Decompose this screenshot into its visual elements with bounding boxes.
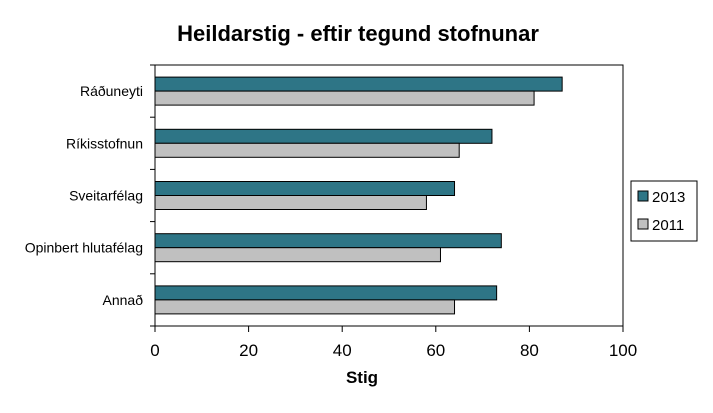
legend-swatch-2011 <box>637 218 649 230</box>
x-tick-label: 100 <box>609 341 637 360</box>
axes-group: Ráðuneyti Ríkisstofnun Sveitarfélag Opinber… <box>25 64 637 360</box>
legend-label-2013: 2013 <box>652 189 685 206</box>
chart-title: Heildarstig - eftir tegund stofnunar <box>177 21 539 46</box>
bar-2013-4 <box>154 285 498 301</box>
bars-group <box>154 76 563 315</box>
category-label: Ráðuneyti <box>80 83 143 99</box>
bar-2011-2 <box>154 195 427 210</box>
x-tick-label: 60 <box>426 341 445 360</box>
category-label: Opinbert hlutafélag <box>25 240 143 256</box>
category-label: Annað <box>103 292 144 308</box>
bar-2013-3 <box>154 233 502 249</box>
bar-2011-4 <box>154 299 456 315</box>
x-tick-label: 40 <box>333 341 352 360</box>
bar-2013-1 <box>154 128 493 144</box>
x-tick-label: 20 <box>239 341 258 360</box>
category-label: Ríkisstofnun <box>66 135 143 151</box>
x-tick-label: 0 <box>150 341 159 360</box>
bar-2011-0 <box>154 90 535 106</box>
bar-2011-3 <box>154 247 441 263</box>
bar-2013-2 <box>154 181 456 196</box>
legend-swatch-2013 <box>637 190 649 202</box>
bar-2013-0 <box>154 76 563 92</box>
legend: 2013 2011 <box>630 180 698 242</box>
x-tick-label: 80 <box>520 341 539 360</box>
x-axis-title: Stig <box>346 368 378 387</box>
legend-label-2011: 2011 <box>652 217 684 234</box>
category-label: Sveitarfélag <box>69 188 143 204</box>
bar-2011-1 <box>154 142 460 158</box>
